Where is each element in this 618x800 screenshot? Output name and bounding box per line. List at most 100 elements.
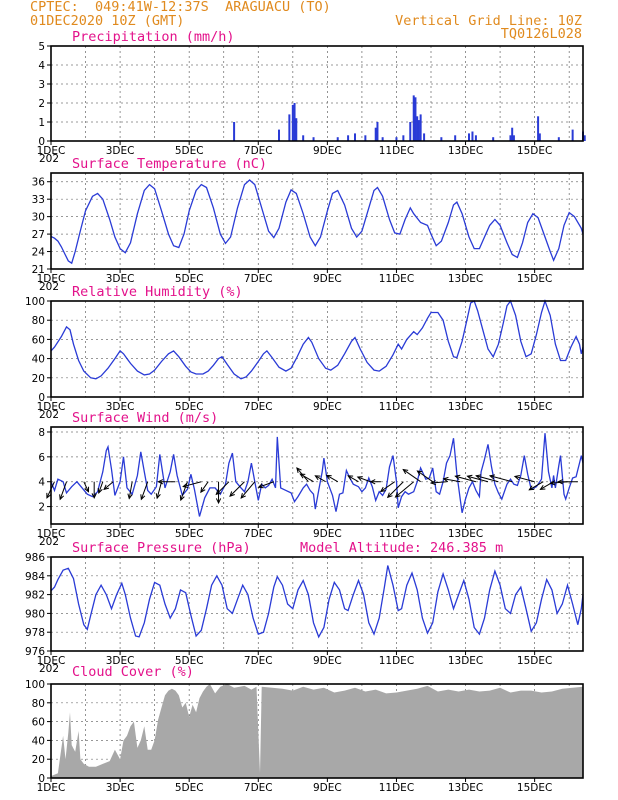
rh-frame: [50, 300, 584, 398]
precip-bar: [417, 120, 420, 141]
wind-vector: [300, 473, 314, 483]
x-year-stub: 202: [39, 409, 59, 421]
x-year-stub: 202: [39, 536, 59, 548]
wind-vector: [347, 475, 359, 483]
wind-vector: [200, 481, 209, 493]
wind-vector: [357, 476, 371, 483]
y-tick-label: 986: [25, 552, 45, 564]
wind-vector-head: [513, 475, 520, 481]
y-tick-label: 80: [32, 315, 45, 327]
precip-bar: [537, 116, 540, 141]
wind-vector: [258, 481, 274, 488]
x-tick-label: 11DEC: [379, 528, 414, 540]
rh-title: Relative Humidity (%): [72, 284, 243, 300]
precip-bar: [293, 103, 296, 141]
wind-vector-head: [182, 482, 189, 488]
y-tick-label: 60: [32, 334, 45, 346]
precip-bar: [312, 137, 315, 141]
precip-bar: [468, 133, 470, 141]
wind-vector: [83, 481, 89, 492]
y-tick-label: 27: [32, 229, 45, 241]
x-tick-label: 5DEC: [175, 782, 204, 794]
wind-vector: [514, 475, 535, 483]
x-tick-label: 15DEC: [517, 401, 552, 413]
precip-bar: [395, 137, 398, 141]
wind-vector-head: [539, 484, 546, 490]
wind-vector-head: [454, 474, 461, 480]
wind-vector-head: [215, 498, 222, 505]
x-tick-label: 9DEC: [313, 655, 342, 667]
x-tick-label: 13DEC: [448, 655, 483, 667]
x-tick-label: 13DEC: [448, 782, 483, 794]
wind-vector-head: [379, 486, 386, 493]
wind-vector: [443, 478, 461, 483]
wind-vector: [315, 475, 326, 483]
wind-vector: [156, 481, 163, 499]
x-tick-label: 9DEC: [313, 273, 342, 285]
y-tick-label: 21: [32, 264, 45, 276]
wind-vector-head: [103, 484, 110, 491]
wind-vector-head: [386, 492, 393, 499]
precip-bar: [557, 137, 560, 141]
precip-bar: [471, 131, 474, 141]
precip-bar: [414, 97, 417, 141]
y-tick-label: 30: [32, 212, 45, 224]
wind-vector: [455, 475, 477, 483]
x-tick-label: 1DEC: [37, 782, 66, 794]
model-altitude: Model Altitude: 246.385 m: [300, 540, 503, 556]
wind-vector: [431, 481, 447, 484]
precip-bar: [302, 135, 305, 141]
wind-vector: [395, 481, 415, 498]
y-tick-label: 8: [38, 427, 45, 439]
x-tick-label: 5DEC: [175, 528, 204, 540]
precip-bar: [511, 127, 514, 141]
y-tick-label: 978: [25, 627, 45, 639]
y-tick-label: 0: [38, 773, 45, 785]
code-label: TQ0126L028: [500, 26, 582, 42]
wind-vector: [180, 481, 188, 501]
cloud-frame: [50, 683, 584, 779]
x-tick-label: 15DEC: [517, 145, 552, 157]
wind-vector-head: [97, 487, 103, 494]
y-tick-label: 0: [38, 392, 45, 404]
x-tick-label: 3DEC: [106, 655, 135, 667]
x-tick-label: 3DEC: [106, 782, 135, 794]
wind-vector-head: [257, 483, 264, 489]
precip-bar: [538, 133, 541, 141]
x-tick-label: 5DEC: [175, 145, 204, 157]
precip-bar: [509, 135, 512, 141]
precip-bar: [374, 127, 377, 141]
y-tick-label: 982: [25, 590, 45, 602]
x-tick-label: 7DEC: [244, 655, 273, 667]
y-tick-label: 60: [32, 717, 45, 729]
y-tick-label: 20: [32, 373, 45, 385]
x-tick-label: 13DEC: [448, 401, 483, 413]
x-tick-label: 7DEC: [244, 782, 273, 794]
precip-bar: [364, 135, 367, 141]
x-tick-label: 3DEC: [106, 401, 135, 413]
precip-bar: [571, 129, 574, 141]
press-title: Surface Pressure (hPa): [72, 540, 251, 556]
precip-bar: [291, 104, 294, 141]
x-tick-label: 7DEC: [244, 145, 273, 157]
wind-vector-head: [402, 468, 409, 475]
y-tick-label: 976: [25, 646, 45, 658]
y-tick-label: 980: [25, 608, 45, 620]
wind-vector-head: [347, 475, 354, 481]
wind-vector-head: [369, 479, 376, 485]
precip-title: Precipitation (mm/h): [72, 29, 235, 45]
precip-bar: [288, 114, 291, 141]
date-header: 01DEC2020 10Z (GMT): [30, 13, 185, 29]
wind-vector-head: [157, 479, 164, 485]
y-tick-label: 40: [32, 354, 45, 366]
precip-bar: [474, 135, 477, 141]
y-tick-label: 4: [38, 477, 45, 489]
y-tick-label: 2: [38, 502, 45, 514]
wind-vector-head: [528, 485, 535, 491]
wind-vector-head: [356, 476, 363, 481]
x-tick-label: 3DEC: [106, 273, 135, 285]
y-tick-label: 6: [38, 452, 45, 464]
wind-vector-head: [488, 474, 496, 480]
x-tick-label: 7DEC: [244, 528, 273, 540]
